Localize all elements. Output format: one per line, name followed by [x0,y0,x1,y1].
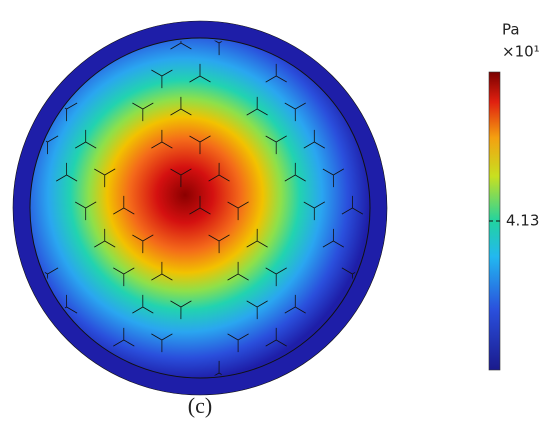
hex-stroke [170,96,192,116]
hex-stroke [265,135,287,155]
hex-stroke [151,261,173,281]
hex-stroke [322,168,345,188]
hex-stroke [94,168,116,188]
hex-stroke [132,234,154,254]
hex-stroke [208,360,230,376]
inner-boundary [29,37,371,379]
hex-stroke [246,96,268,116]
hex-stroke [227,201,249,221]
caption: (c) [188,393,212,418]
hex-stroke [322,228,345,248]
hex-stroke [74,129,97,149]
hex-stroke [246,228,268,248]
hex-stroke [208,162,230,182]
hex-stroke [265,327,287,347]
hex-stroke [132,294,154,314]
hex-stroke [227,261,249,281]
hex-stroke [189,195,211,215]
hex-stroke [132,102,154,122]
hex-stroke [113,267,135,287]
hex-stroke [246,300,268,320]
hex-stroke [208,234,230,254]
hex-stroke [189,135,211,155]
hex-stroke [189,63,211,83]
hex-stroke [151,69,173,89]
hex-stroke [170,168,192,188]
hex-stroke [265,267,287,287]
colorbar-tick-label: 4.13 [506,212,539,230]
hex-stroke [284,102,306,122]
hex-stroke [75,201,97,221]
hex-stroke [151,333,173,353]
hex-stroke [151,129,173,149]
unit: Pa [502,21,520,39]
hex-stroke [303,129,326,149]
hex-stroke [55,162,78,182]
hex-stroke [113,327,135,347]
hex-stroke [284,162,306,182]
hex-stroke [170,300,192,320]
multiplier: ×10¹ [502,43,540,61]
hex-stroke [94,228,116,248]
hex-stroke [208,40,230,56]
hex-stroke [113,195,135,215]
hex-stroke [303,201,326,221]
hex-stroke [227,333,249,353]
hex-stroke [284,294,306,314]
outer-boundary [12,20,388,396]
hex-stroke [265,63,287,83]
hex-stroke [341,195,364,215]
